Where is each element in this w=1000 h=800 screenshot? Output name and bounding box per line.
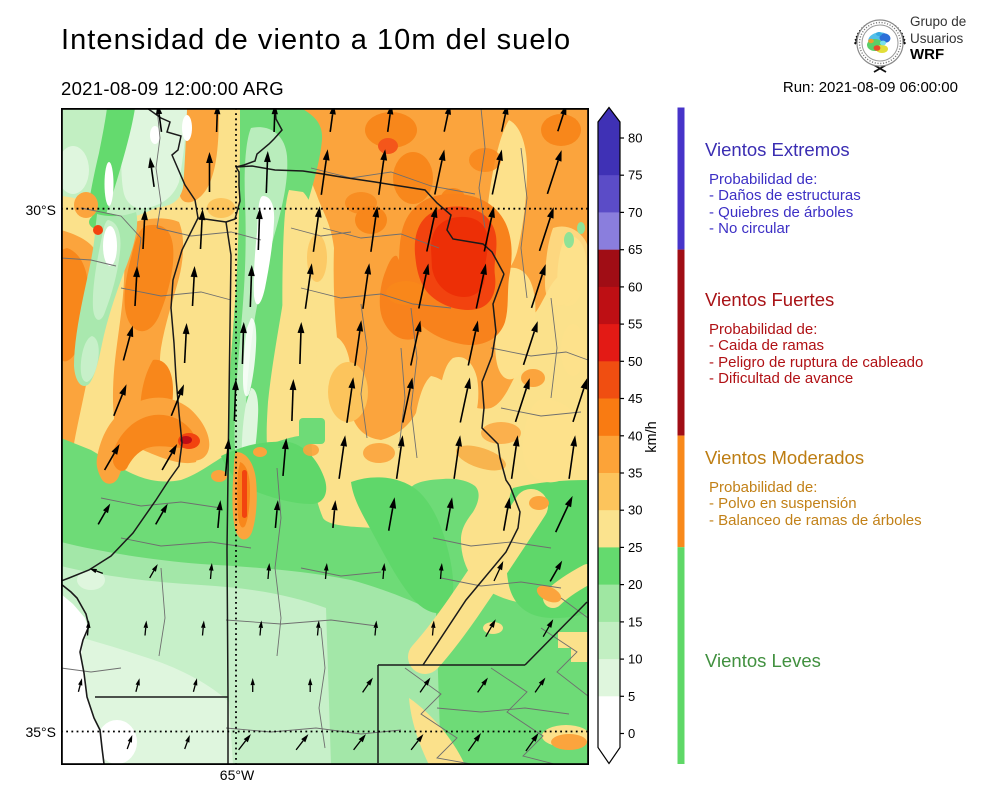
svg-text:75: 75 xyxy=(628,168,642,183)
svg-text:40: 40 xyxy=(628,428,642,443)
svg-text:80: 80 xyxy=(628,131,642,146)
svg-text:50: 50 xyxy=(628,354,642,369)
svg-text:30: 30 xyxy=(628,503,642,518)
svg-text:70: 70 xyxy=(628,205,642,220)
svg-text:35: 35 xyxy=(628,466,642,481)
svg-text:15: 15 xyxy=(628,614,642,629)
svg-text:10: 10 xyxy=(628,652,642,667)
svg-text:25: 25 xyxy=(628,540,642,555)
svg-text:0: 0 xyxy=(628,726,635,741)
svg-text:20: 20 xyxy=(628,577,642,592)
svg-text:45: 45 xyxy=(628,391,642,406)
svg-text:65: 65 xyxy=(628,242,642,257)
svg-text:55: 55 xyxy=(628,317,642,332)
svg-text:km/h: km/h xyxy=(644,421,660,452)
svg-text:5: 5 xyxy=(628,689,635,704)
svg-text:60: 60 xyxy=(628,279,642,294)
